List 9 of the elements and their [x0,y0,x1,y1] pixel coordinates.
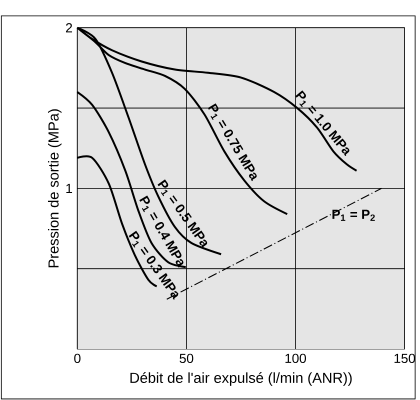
x-tick-label: 50 [180,354,194,364]
x-tick-label: 100 [285,354,306,364]
y-tick-label: 2 [66,23,72,33]
series-label: P$_{1}$ = P$_{2}$ [332,210,375,222]
x-tick-label: 0 [74,354,81,364]
y-tick-label: 1 [66,184,72,194]
x-tick-label: 150 [394,354,416,364]
y-axis-title: Pression de sortie (MPa) [48,110,62,268]
x-axis-title: Débit de l'air expulsé (l/min (ANR)) [130,372,352,386]
